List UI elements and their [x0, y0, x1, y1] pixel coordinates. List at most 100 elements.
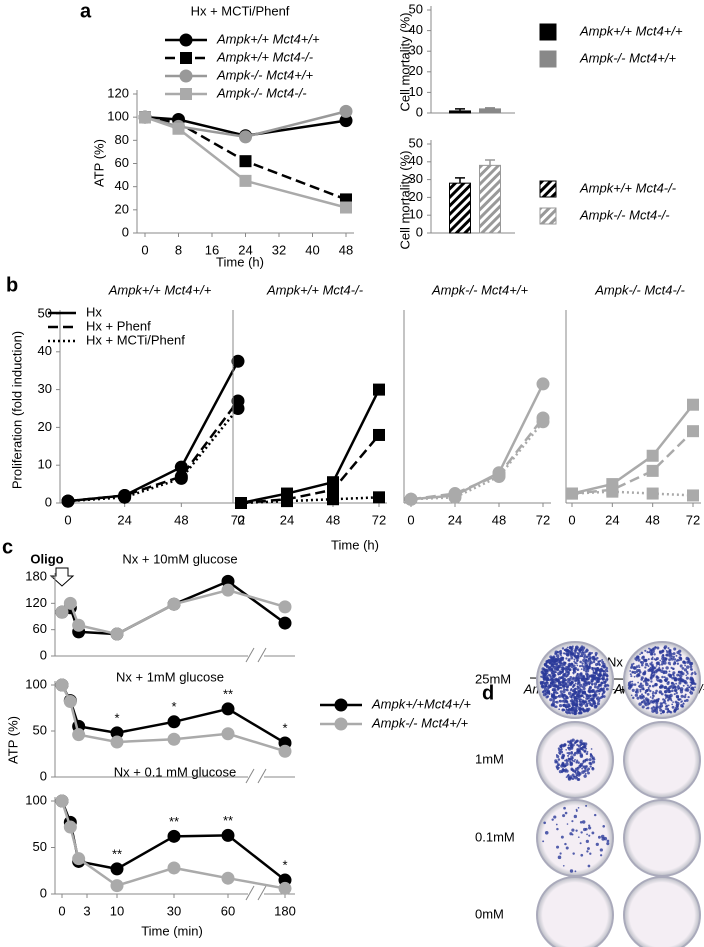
colony: [598, 693, 601, 695]
y-tick-label: 50: [38, 305, 52, 320]
colony: [572, 664, 576, 668]
marker: [110, 862, 124, 876]
colony: [557, 671, 561, 676]
x-axis-label: Time (h): [331, 537, 379, 552]
colony: [646, 650, 649, 654]
colony: [640, 651, 644, 655]
colony: [685, 674, 688, 677]
y-tick-label: 60: [33, 621, 47, 636]
colony: [594, 658, 596, 661]
colony: [678, 653, 681, 656]
colony: [553, 689, 557, 693]
colony: [569, 668, 572, 672]
colony: [658, 690, 663, 694]
series-line: [571, 403, 694, 495]
colony: [565, 700, 569, 704]
colony: [587, 864, 591, 868]
colony: [647, 686, 650, 689]
marker: [404, 492, 418, 506]
colony: [606, 839, 610, 843]
colony: [655, 661, 660, 666]
colony: [683, 695, 687, 699]
colony: [562, 656, 564, 659]
colony: [650, 652, 653, 656]
colony: [587, 667, 590, 670]
colony: [605, 687, 609, 691]
marker: [167, 715, 181, 729]
colony: [569, 699, 572, 702]
series-line: [61, 588, 286, 636]
marker: [448, 490, 462, 504]
colony: [585, 747, 588, 750]
colony: [627, 681, 631, 685]
error-bar: [485, 107, 495, 109]
colony: [662, 672, 665, 675]
colony: [596, 679, 600, 684]
colony: [684, 693, 687, 696]
colony: [569, 869, 574, 873]
colony: [593, 813, 597, 817]
colony: [564, 759, 567, 762]
colony: [558, 660, 562, 663]
colony: [583, 656, 586, 659]
colony: [665, 666, 669, 670]
marker: [72, 852, 86, 866]
colony: [663, 645, 668, 649]
colony: [599, 667, 603, 671]
colony: [585, 655, 588, 658]
x-tick-label: 48: [645, 512, 659, 527]
colony: [640, 663, 644, 667]
colony: [559, 852, 562, 855]
chart-title: Nx + 1mM glucose: [116, 669, 224, 684]
marker: [278, 616, 292, 630]
series-line: [240, 389, 381, 505]
colony: [584, 767, 587, 771]
colony: [589, 765, 592, 768]
colony: [547, 682, 549, 684]
x-tick-label: 0: [141, 242, 148, 257]
colony: [585, 765, 588, 768]
legend-swatch: [539, 207, 557, 225]
colony: [571, 711, 573, 714]
colony: [668, 695, 672, 699]
colony: [599, 683, 603, 687]
x-tick-label: 3: [83, 903, 90, 918]
marker: [566, 487, 578, 500]
colony: [592, 655, 595, 659]
colony: [569, 688, 573, 692]
marker: [55, 605, 69, 619]
colony: [551, 818, 554, 821]
colony: [549, 698, 553, 702]
colony: [639, 653, 641, 656]
colony: [589, 704, 592, 707]
colony: [601, 693, 604, 696]
colony: [563, 806, 566, 810]
colony: [552, 700, 556, 704]
colony: [583, 680, 587, 684]
colony: [556, 845, 560, 849]
marker: [536, 377, 550, 391]
series-line: [67, 400, 240, 503]
colony: [680, 694, 684, 698]
colony: [638, 670, 642, 674]
marker: [221, 702, 235, 716]
colony: [579, 842, 582, 845]
marker: [373, 428, 385, 441]
colony: [674, 700, 678, 704]
colony: [692, 688, 695, 692]
colony: [571, 828, 575, 832]
colony: [678, 649, 682, 653]
colony: [557, 747, 561, 750]
marker: [235, 497, 247, 509]
colony: [630, 666, 633, 669]
x-tick-label: 24: [605, 512, 619, 527]
y-tick-label: 50: [33, 722, 47, 737]
series-line: [144, 115, 347, 209]
colony: [582, 675, 585, 679]
colony: [567, 658, 571, 661]
colony: [551, 680, 555, 684]
chart-title: Ampk+/+ Mct4-/-: [266, 282, 364, 297]
marker: [167, 732, 181, 746]
colony: [691, 671, 694, 675]
colony: [689, 661, 694, 666]
